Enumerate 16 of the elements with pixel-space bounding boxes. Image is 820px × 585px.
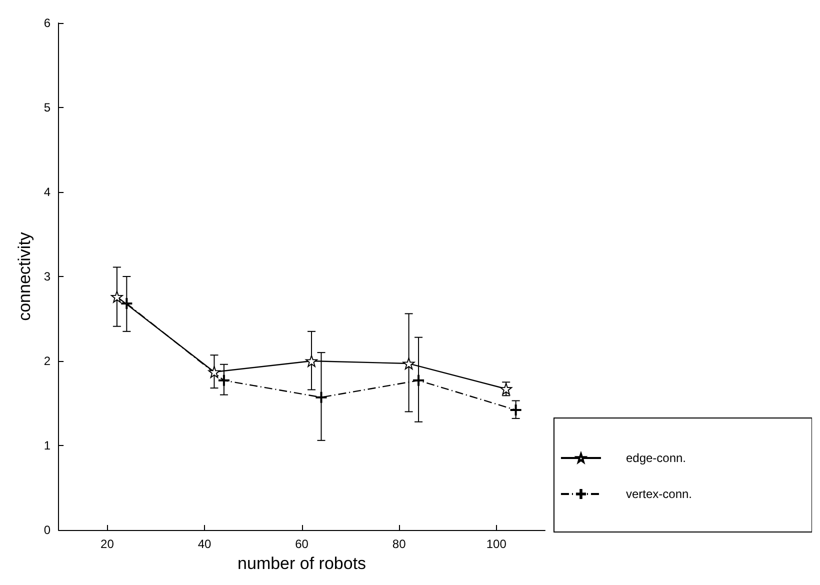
x-tick-label: 100 [486,537,507,551]
y-tick-label: 3 [44,270,51,284]
y-tick-label: 1 [44,438,51,452]
legend-label: vertex-conn. [626,487,692,501]
x-axis-title: number of robots [238,554,366,573]
y-axis-title: connectivity [15,232,34,321]
x-tick-label: 80 [392,537,406,551]
y-tick-label: 6 [44,16,51,30]
x-tick-label: 40 [198,537,212,551]
y-tick-label: 2 [44,354,51,368]
x-tick-label: 20 [100,537,114,551]
y-tick-label: 5 [44,100,51,114]
legend-label: edge-conn. [626,451,686,465]
y-tick-label: 4 [44,185,51,199]
x-tick-label: 60 [295,537,309,551]
y-tick-label: 0 [44,523,51,537]
